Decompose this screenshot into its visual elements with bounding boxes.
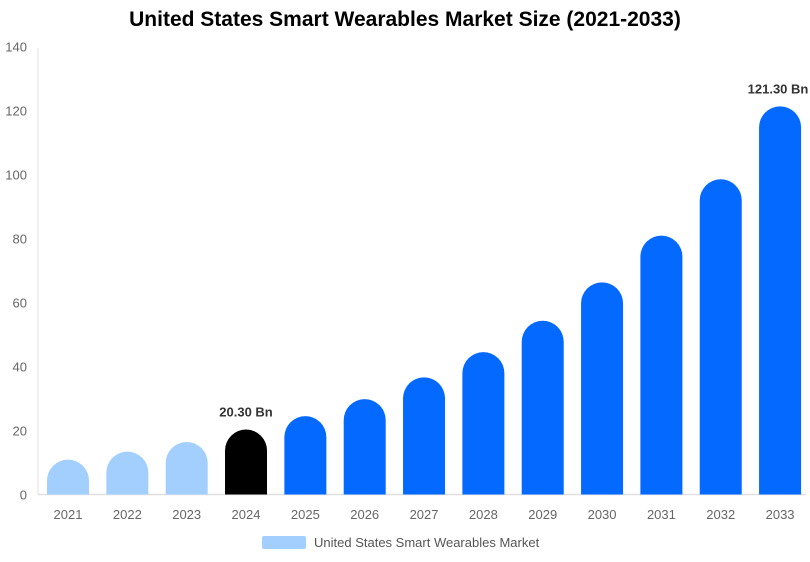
x-tick-label: 2026 (350, 507, 379, 522)
bar-2031 (640, 235, 683, 495)
bar-2025 (284, 416, 327, 495)
bar-2021 (47, 459, 89, 495)
x-tick-label: 2024 (232, 507, 261, 522)
legend[interactable]: United States Smart Wearables Market (262, 535, 539, 550)
legend-label: United States Smart Wearables Market (314, 535, 540, 550)
data-label: 20.30 Bn (219, 405, 273, 420)
y-tick-label: 0 (20, 488, 27, 503)
x-tick-label: 2025 (291, 507, 320, 522)
y-tick-label: 80 (13, 232, 27, 247)
bar-2026 (343, 399, 386, 495)
y-tick-label: 140 (5, 40, 27, 55)
bar-2022 (106, 451, 149, 495)
bar-2032 (699, 179, 742, 495)
x-tick-label: 2029 (528, 507, 557, 522)
y-tick-label: 20 (13, 424, 27, 439)
x-tick-label: 2030 (588, 507, 617, 522)
x-tick-label: 2031 (647, 507, 676, 522)
bar-2029 (521, 320, 564, 495)
x-tick-label: 2032 (706, 507, 735, 522)
bar-2027 (403, 377, 446, 495)
x-tick-label: 2033 (766, 507, 795, 522)
y-tick-label: 60 (13, 296, 27, 311)
x-tick-label: 2023 (172, 507, 201, 522)
x-tick-label: 2027 (410, 507, 439, 522)
x-tick-label: 2021 (54, 507, 83, 522)
x-tick-label: 2028 (469, 507, 498, 522)
bar-2024 (225, 429, 268, 495)
chart-title: United States Smart Wearables Market Siz… (129, 8, 681, 31)
legend-swatch (262, 536, 306, 549)
bar-2028 (462, 352, 505, 495)
data-label: 121.30 Bn (748, 81, 809, 96)
y-tick-label: 120 (5, 104, 27, 119)
bar-2023 (165, 442, 208, 495)
y-tick-label: 100 (5, 168, 27, 183)
x-tick-label: 2022 (113, 507, 142, 522)
bar-2030 (581, 282, 624, 495)
bar-2033 (759, 106, 802, 495)
y-tick-label: 40 (13, 360, 27, 375)
